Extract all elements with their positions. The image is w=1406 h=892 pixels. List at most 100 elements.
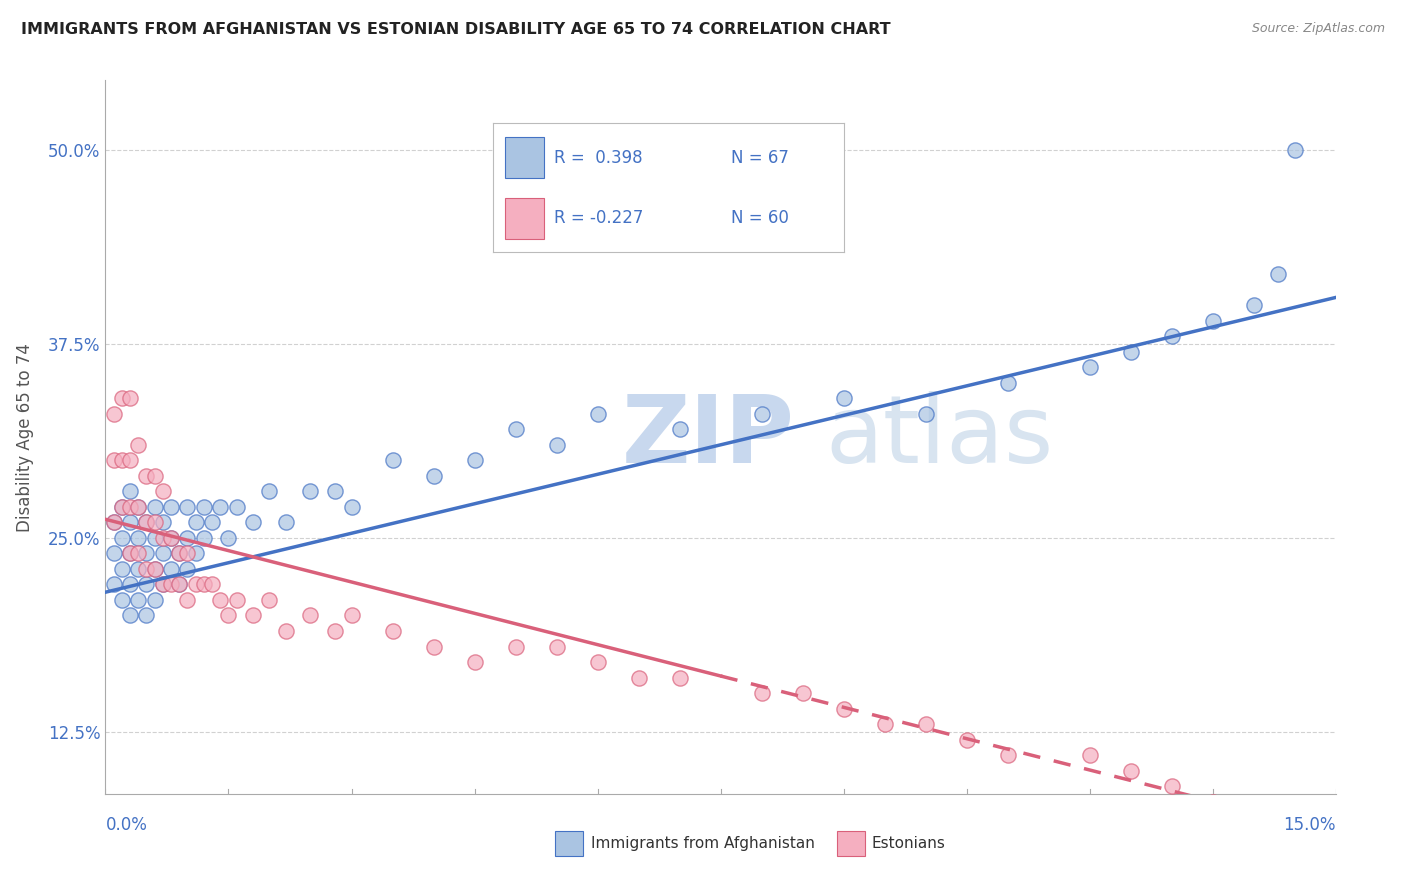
Point bbox=[1243, 298, 1265, 312]
Point bbox=[340, 608, 363, 623]
Point bbox=[127, 500, 149, 514]
Point bbox=[242, 608, 264, 623]
Text: 15.0%: 15.0% bbox=[1284, 816, 1336, 834]
Point bbox=[120, 577, 141, 591]
Point bbox=[1119, 344, 1142, 359]
Point bbox=[1243, 810, 1265, 824]
Point bbox=[111, 562, 134, 576]
Point bbox=[505, 640, 527, 654]
Point bbox=[143, 468, 166, 483]
Text: Estonians: Estonians bbox=[872, 837, 946, 851]
Point bbox=[135, 608, 157, 623]
Point bbox=[169, 546, 191, 560]
Point bbox=[225, 500, 247, 514]
Point bbox=[103, 516, 125, 530]
Point bbox=[135, 516, 157, 530]
Point bbox=[111, 500, 134, 514]
Point bbox=[169, 546, 191, 560]
Point bbox=[323, 484, 346, 499]
Text: IMMIGRANTS FROM AFGHANISTAN VS ESTONIAN DISABILITY AGE 65 TO 74 CORRELATION CHAR: IMMIGRANTS FROM AFGHANISTAN VS ESTONIAN … bbox=[21, 22, 891, 37]
Point bbox=[340, 500, 363, 514]
Point bbox=[176, 531, 198, 545]
Point bbox=[135, 546, 157, 560]
Point bbox=[586, 407, 609, 421]
Point bbox=[1078, 748, 1101, 763]
Point bbox=[103, 546, 125, 560]
Point bbox=[751, 686, 773, 700]
Text: ZIP: ZIP bbox=[621, 391, 794, 483]
Point bbox=[127, 500, 149, 514]
Point bbox=[668, 422, 690, 436]
Point bbox=[1202, 314, 1225, 328]
Point bbox=[505, 422, 527, 436]
Point bbox=[381, 453, 404, 467]
Point bbox=[111, 593, 134, 607]
Point bbox=[160, 577, 183, 591]
Point bbox=[832, 701, 855, 715]
Point bbox=[242, 516, 264, 530]
Point bbox=[111, 531, 134, 545]
Point bbox=[792, 686, 814, 700]
Point bbox=[160, 531, 183, 545]
Point bbox=[127, 546, 149, 560]
Point bbox=[193, 500, 215, 514]
Point bbox=[111, 392, 134, 406]
Point bbox=[152, 516, 174, 530]
Point bbox=[160, 562, 183, 576]
Point bbox=[1160, 329, 1182, 343]
Point bbox=[111, 500, 134, 514]
Point bbox=[274, 624, 297, 638]
Point bbox=[176, 593, 198, 607]
Point bbox=[193, 577, 215, 591]
Point bbox=[184, 516, 207, 530]
Point bbox=[120, 453, 141, 467]
Point bbox=[152, 546, 174, 560]
Point bbox=[135, 577, 157, 591]
Point bbox=[464, 453, 486, 467]
Point bbox=[176, 562, 198, 576]
Point bbox=[259, 593, 281, 607]
Point bbox=[143, 562, 166, 576]
Point bbox=[103, 407, 125, 421]
Point bbox=[464, 655, 486, 669]
Point bbox=[1078, 360, 1101, 375]
Point bbox=[152, 577, 174, 591]
Point bbox=[152, 484, 174, 499]
Point bbox=[143, 500, 166, 514]
Point bbox=[152, 577, 174, 591]
Point bbox=[225, 593, 247, 607]
Point bbox=[586, 655, 609, 669]
Point bbox=[120, 516, 141, 530]
Point bbox=[160, 500, 183, 514]
Point bbox=[127, 593, 149, 607]
Text: atlas: atlas bbox=[825, 391, 1053, 483]
Point bbox=[193, 531, 215, 545]
Point bbox=[135, 516, 157, 530]
Point bbox=[381, 624, 404, 638]
Point bbox=[143, 516, 166, 530]
Point bbox=[627, 671, 650, 685]
Point bbox=[914, 717, 936, 731]
Point bbox=[956, 732, 979, 747]
Point bbox=[120, 392, 141, 406]
Point bbox=[299, 484, 322, 499]
Point bbox=[120, 484, 141, 499]
Point bbox=[111, 453, 134, 467]
Point bbox=[135, 562, 157, 576]
Text: 0.0%: 0.0% bbox=[105, 816, 148, 834]
Point bbox=[184, 546, 207, 560]
Point bbox=[127, 531, 149, 545]
Text: Source: ZipAtlas.com: Source: ZipAtlas.com bbox=[1251, 22, 1385, 36]
Y-axis label: Disability Age 65 to 74: Disability Age 65 to 74 bbox=[15, 343, 34, 532]
Point bbox=[1284, 143, 1306, 157]
Point bbox=[1267, 267, 1289, 281]
Point bbox=[127, 562, 149, 576]
Point bbox=[201, 577, 224, 591]
Point bbox=[259, 484, 281, 499]
Point bbox=[201, 516, 224, 530]
Point bbox=[176, 500, 198, 514]
Point bbox=[218, 531, 240, 545]
Point bbox=[184, 577, 207, 591]
Point bbox=[143, 531, 166, 545]
Point bbox=[299, 608, 322, 623]
